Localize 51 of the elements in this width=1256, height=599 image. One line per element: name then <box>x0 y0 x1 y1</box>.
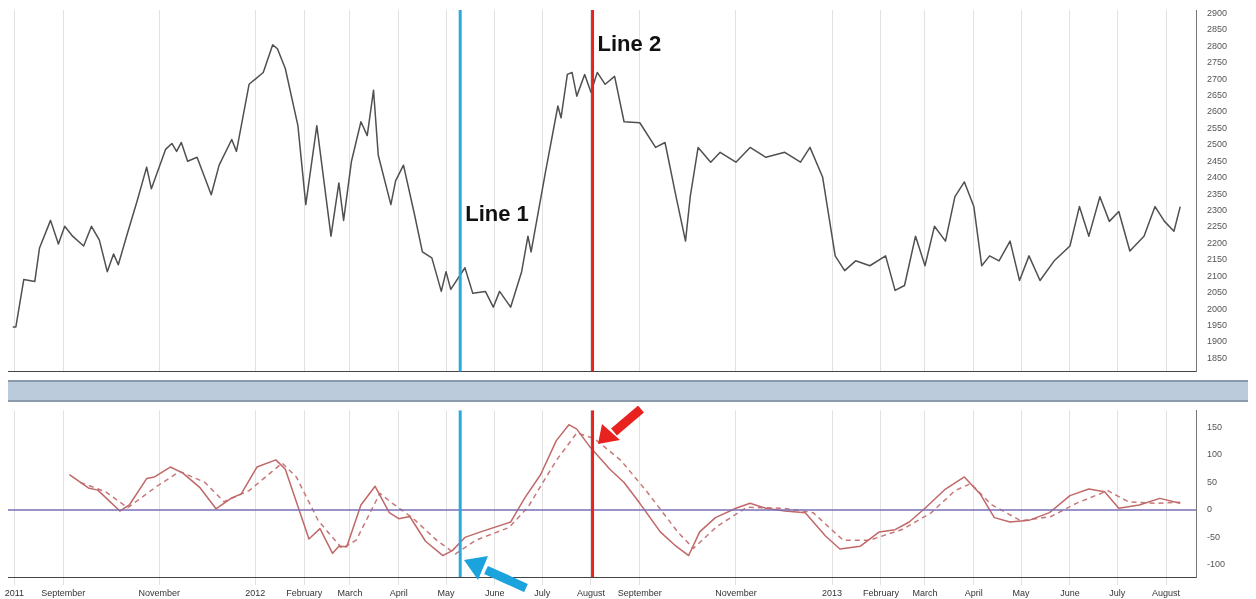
x-tick-label: July <box>1109 587 1126 598</box>
y-tick-label: 2500 <box>1207 139 1228 150</box>
x-tick-label: April <box>389 587 408 598</box>
x-tick-label: June <box>1060 587 1080 598</box>
y-tick-label: 2250 <box>1207 221 1228 232</box>
ref-line-label: Line 2 <box>597 31 662 57</box>
y-tick-label: 2300 <box>1207 205 1228 216</box>
x-tick-label: March <box>337 587 363 598</box>
y-tick-label: 2150 <box>1207 254 1228 265</box>
y-tick-label: 2700 <box>1207 73 1228 84</box>
y-tick-label: 50 <box>1207 476 1218 487</box>
y-tick-label: 2200 <box>1207 237 1228 248</box>
x-tick-label: February <box>286 587 323 598</box>
y-tick-label: 2100 <box>1207 270 1228 281</box>
x-tick-label: 2013 <box>822 587 843 598</box>
y-tick-label: 2600 <box>1207 106 1228 117</box>
y-tick-label: 1950 <box>1207 320 1228 331</box>
y-tick-label: 1900 <box>1207 336 1228 347</box>
x-tick-label: 2012 <box>245 587 266 598</box>
y-tick-label: -50 <box>1207 531 1221 542</box>
y-tick-label: -100 <box>1207 559 1226 570</box>
x-tick-label: 2011 <box>4 587 24 598</box>
x-tick-label: November <box>715 587 757 598</box>
y-tick-label: 100 <box>1207 449 1223 460</box>
y-tick-label: 2850 <box>1207 24 1228 35</box>
y-tick-label: 2350 <box>1207 188 1228 199</box>
x-tick-label: September <box>617 587 662 598</box>
y-tick-label: 2800 <box>1207 40 1228 51</box>
ref-line-label: Line 1 <box>465 201 529 227</box>
y-tick-label: 2400 <box>1207 172 1228 183</box>
x-tick-label: February <box>862 587 900 598</box>
y-tick-label: 2900 <box>1207 7 1228 18</box>
x-tick-label: August <box>576 587 606 598</box>
x-tick-label: March <box>912 587 938 598</box>
y-tick-label: 2050 <box>1207 287 1228 298</box>
y-tick-label: 2450 <box>1207 155 1228 166</box>
x-tick-label: April <box>964 587 983 598</box>
y-tick-label: 2550 <box>1207 122 1228 133</box>
x-tick-label: June <box>485 587 505 598</box>
y-tick-label: 2000 <box>1207 303 1228 314</box>
x-tick-label: July <box>534 587 551 598</box>
x-tick-label: September <box>41 587 86 598</box>
x-tick-label: August <box>1152 587 1181 598</box>
y-tick-label: 150 <box>1207 421 1223 432</box>
y-tick-label: 1850 <box>1207 352 1228 363</box>
y-tick-label: 2750 <box>1207 57 1228 68</box>
y-tick-label: 2650 <box>1207 89 1228 100</box>
x-tick-label: May <box>1012 587 1031 598</box>
y-tick-label: 0 <box>1207 504 1213 515</box>
x-tick-label: May <box>437 587 456 598</box>
x-tick-label: November <box>138 587 181 598</box>
